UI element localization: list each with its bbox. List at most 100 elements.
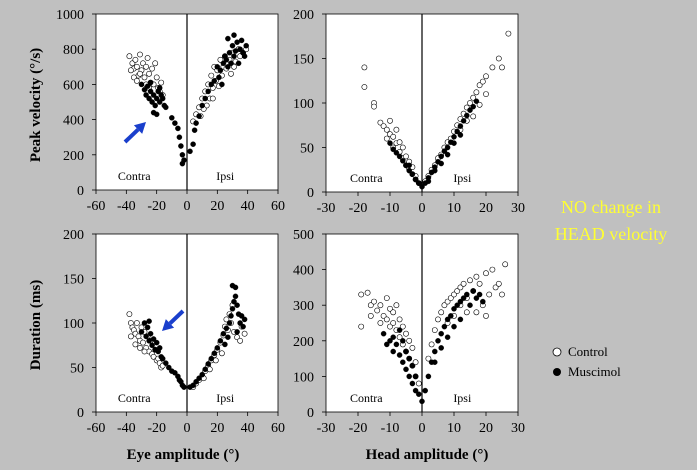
data-point-control [361, 64, 368, 71]
data-point-muscimol [412, 373, 419, 380]
data-point-muscimol [467, 107, 473, 113]
data-point-control [377, 320, 384, 326]
x-tick-label: -10 [381, 201, 400, 216]
data-point-muscimol [238, 313, 245, 319]
data-point-muscimol [237, 320, 243, 326]
data-point-muscimol [208, 355, 215, 362]
data-point-muscimol [217, 338, 224, 344]
data-point-control [473, 89, 480, 96]
data-point-muscimol [150, 92, 157, 98]
x-tick-label: 0 [184, 421, 191, 436]
data-point-muscimol [232, 284, 239, 291]
data-point-control [473, 309, 480, 316]
data-point-control [489, 266, 496, 273]
data-point-muscimol [409, 362, 416, 369]
x-axis-label-eye-amplitude: Eye amplitude (°) [127, 447, 240, 463]
data-point-muscimol [172, 370, 178, 376]
data-point-control [133, 63, 140, 70]
data-point-control [447, 295, 454, 301]
data-point-control [132, 56, 139, 63]
data-point-control [476, 280, 483, 287]
data-point-muscimol [152, 102, 158, 109]
data-point-muscimol [181, 157, 187, 163]
x-tick-label: 20 [210, 421, 224, 436]
x-tick-label: -60 [87, 421, 106, 436]
data-point-muscimol [149, 99, 155, 105]
data-point-control [358, 291, 365, 298]
data-point-control [473, 273, 480, 280]
data-point-control [399, 144, 406, 151]
data-point-muscimol [205, 361, 211, 367]
data-point-muscimol [163, 360, 169, 366]
data-point-control [438, 309, 445, 316]
data-point-control [399, 323, 406, 330]
data-point-muscimol [238, 37, 245, 44]
data-point-muscimol [390, 334, 396, 340]
data-point-muscimol [396, 327, 403, 333]
x-tick-label: -30 [317, 201, 336, 216]
data-point-muscimol [187, 148, 193, 155]
data-point-muscimol [400, 359, 406, 365]
data-point-muscimol [202, 366, 208, 373]
data-point-muscimol [444, 334, 451, 340]
data-point-control [428, 341, 435, 348]
data-point-control [467, 100, 473, 106]
data-point-control [137, 51, 143, 58]
x-tick-label: -40 [117, 421, 136, 436]
data-point-control [441, 302, 448, 309]
data-point-muscimol [467, 302, 473, 308]
x-tick-label: 30 [511, 201, 525, 216]
data-point-muscimol [223, 57, 230, 63]
y-tick-label: 1000 [56, 8, 84, 23]
data-point-control [141, 74, 148, 81]
data-point-muscimol [240, 323, 246, 330]
data-point-muscimol [438, 160, 444, 167]
y-tick-label: 400 [63, 114, 84, 129]
scatter-panel-bottom-left: -60 -40 -20 0 20 40 60 0 50 100 150 200 Contra Ipsi [63, 228, 285, 436]
data-point-muscimol [403, 366, 409, 373]
data-point-control [361, 84, 368, 90]
data-point-muscimol [432, 359, 438, 365]
data-point-muscimol [403, 348, 409, 355]
data-point-control [489, 64, 496, 71]
data-point-muscimol [425, 373, 432, 380]
legend-label-muscimol: Muscimol [568, 364, 621, 379]
data-point-muscimol [181, 384, 187, 390]
data-point-muscimol [438, 345, 444, 351]
region-label-contra: Contra [118, 169, 151, 183]
data-point-muscimol [380, 330, 387, 337]
data-point-muscimol [156, 85, 163, 91]
data-point-muscimol [225, 35, 231, 42]
data-point-control [133, 78, 140, 84]
data-point-control [499, 64, 505, 71]
data-point-muscimol [406, 373, 412, 380]
data-point-muscimol [416, 391, 422, 397]
y-tick-label: 100 [293, 370, 314, 385]
data-point-control [505, 30, 512, 37]
data-point-muscimol [438, 330, 444, 337]
data-point-muscimol [457, 316, 464, 323]
data-point-muscimol [432, 348, 438, 355]
y-tick-label: 0 [307, 186, 314, 201]
data-point-control [467, 277, 473, 284]
data-point-muscimol [400, 338, 406, 344]
data-point-muscimol [396, 153, 403, 160]
data-point-muscimol [406, 355, 412, 362]
data-point-control [502, 261, 509, 268]
data-point-muscimol [460, 295, 467, 301]
data-point-muscimol [451, 323, 457, 330]
data-point-control [495, 55, 502, 62]
data-point-muscimol [146, 318, 152, 324]
data-point-muscimol [153, 339, 160, 346]
data-point-control [387, 305, 393, 312]
data-point-control [406, 337, 413, 344]
data-point-control [457, 284, 464, 291]
data-point-muscimol [425, 178, 432, 185]
data-point-muscimol [153, 111, 160, 118]
data-point-control [228, 70, 234, 77]
data-point-muscimol [384, 341, 390, 348]
data-point-control [396, 334, 403, 341]
data-point-muscimol [393, 341, 400, 348]
data-point-muscimol [412, 387, 419, 394]
